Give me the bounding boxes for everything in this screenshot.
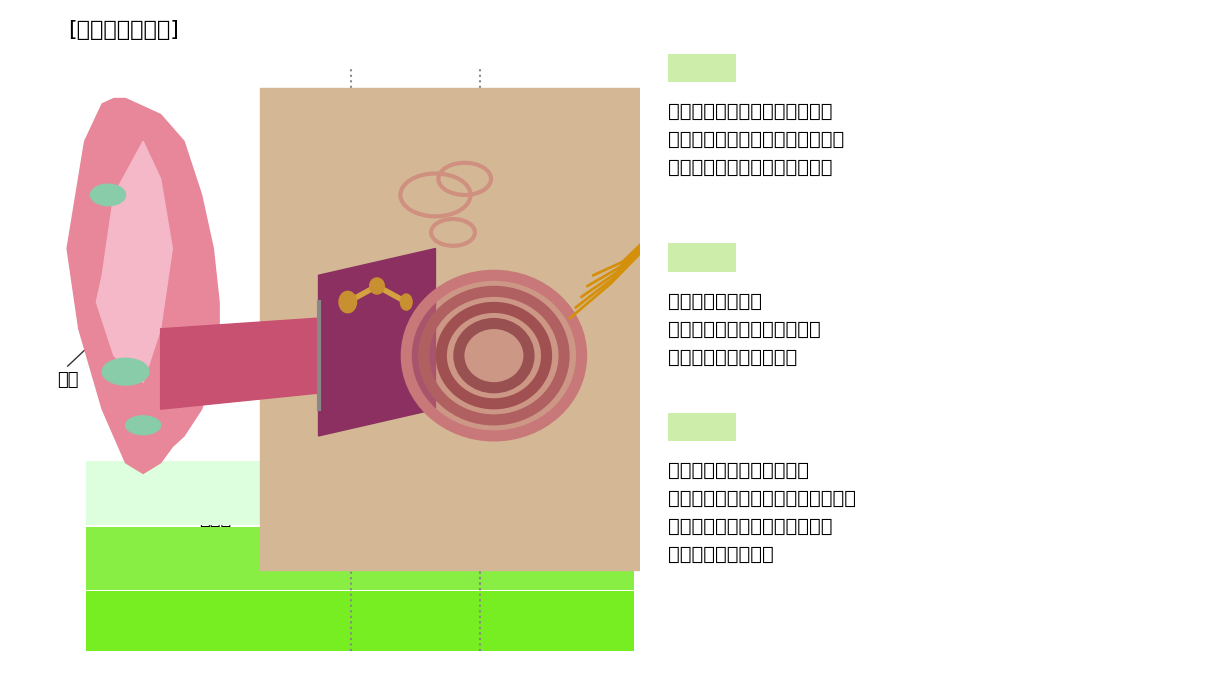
Text: 中耳: 中耳: [401, 481, 430, 506]
Text: 鼓膜の奥の部分。
外耳で集めた音を、増幅して
さらに奥へ伝える役割。: 鼓膜の奥の部分。 外耳で集めた音を、増幅して さらに奥へ伝える役割。: [668, 292, 821, 367]
Bar: [86, 527, 634, 590]
Ellipse shape: [102, 358, 149, 385]
Polygon shape: [260, 87, 640, 570]
Text: 蝸牛: 蝸牛: [518, 445, 540, 463]
Circle shape: [406, 275, 582, 436]
Bar: [668, 54, 736, 82]
Bar: [86, 461, 634, 525]
Text: 内耳: 内耳: [688, 415, 716, 439]
Text: 中耳の奥にあり、脳に音を
伝える部分。「蝸牛（かぎゅう）」
と呼ばれる所で音を電気信号に
変換し脳に伝える。: 中耳の奥にあり、脳に音を 伝える部分。「蝸牛（かぎゅう）」 と呼ばれる所で音を電…: [668, 461, 857, 564]
Text: ③混合性難聴: ③混合性難聴: [314, 610, 406, 634]
Ellipse shape: [91, 184, 126, 205]
Text: 外耳: 外耳: [204, 481, 233, 506]
Bar: [86, 591, 634, 651]
Bar: [668, 243, 736, 272]
Polygon shape: [160, 318, 319, 409]
Bar: [668, 413, 736, 441]
Text: 耳介: 耳介: [57, 371, 79, 388]
Text: 外耳: 外耳: [688, 56, 716, 80]
Text: 中耳: 中耳: [688, 245, 716, 270]
Ellipse shape: [126, 416, 160, 435]
Text: 「耳介（じかい）」と「外耳道
（がいじどう）」から成る部分。
音を集めて方向感を得る役割。: 「耳介（じかい）」と「外耳道 （がいじどう）」から成る部分。 音を集めて方向感を…: [668, 102, 844, 177]
Text: ②感音難聴: ②感音難聴: [518, 547, 596, 572]
Ellipse shape: [369, 278, 384, 294]
Ellipse shape: [400, 294, 412, 310]
Text: ①伝音難聴: ①伝音難聴: [244, 547, 323, 572]
Polygon shape: [96, 141, 172, 382]
Text: 外耳道: 外耳道: [199, 510, 231, 527]
Text: [耳の構造と働き]: [耳の構造と働き]: [68, 20, 178, 40]
Ellipse shape: [289, 128, 523, 315]
Polygon shape: [66, 98, 219, 473]
Text: 内耳: 内耳: [543, 481, 571, 506]
Polygon shape: [319, 248, 436, 436]
Text: 鼓膜: 鼓膜: [303, 476, 325, 494]
Ellipse shape: [339, 292, 357, 313]
Text: 聴神経: 聴神経: [581, 134, 613, 151]
Text: 耳小骨: 耳小骨: [396, 140, 428, 158]
